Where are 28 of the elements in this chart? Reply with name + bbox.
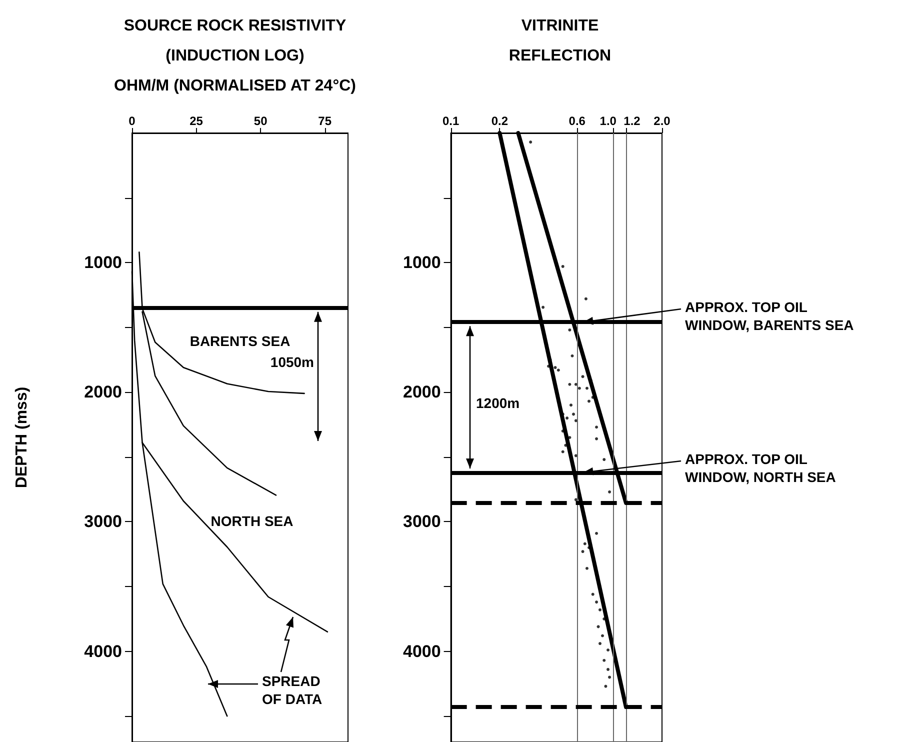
- text: APPROX. TOP OIL WINDOW, NORTH SEA: [685, 451, 836, 485]
- chart-title: SOURCE ROCK RESISTIVITY (INDUCTION LOG) OHM/M (NORMALISED AT 24°C): [114, 18, 356, 94]
- x-tick-label: 1.2: [624, 114, 641, 128]
- annotation: NORTH SEA: [210, 513, 294, 529]
- chart-title: VITRINITE REFLECTION: [508, 18, 612, 64]
- y-tick-label: 3000: [84, 512, 122, 532]
- x-tick-label: 75: [318, 114, 332, 128]
- annotation: 1200m: [476, 395, 520, 411]
- y-tick-label: 2000: [402, 382, 441, 402]
- y-tick-label: 4000: [84, 642, 122, 661]
- annotation: BARENTS SEA: [190, 333, 290, 349]
- annotation: 1050m: [270, 354, 314, 370]
- x-tick-label: 0: [128, 114, 136, 128]
- y-tick-label: 4000: [402, 642, 441, 661]
- y-tick-label: 2000: [84, 382, 122, 402]
- text: APPROX. TOP OIL WINDOW, BARENTS SEA: [685, 299, 854, 333]
- x-tick-label: 50: [254, 114, 268, 128]
- x-tick-label: 0.2: [491, 114, 508, 128]
- x-tick-label: 0.6: [568, 114, 586, 128]
- y-tick-label: 1000: [402, 253, 441, 272]
- y-tick-label: 1000: [84, 253, 122, 272]
- x-tick-label: 0.1: [442, 114, 460, 128]
- y-tick-label: 3000: [402, 512, 441, 532]
- x-tick-label: 1.0: [600, 114, 617, 128]
- x-tick-label: 25: [190, 114, 204, 128]
- y-axis-title: DEPTH (mss): [14, 386, 30, 488]
- annotation: SPREAD OF DATA: [262, 673, 322, 707]
- x-tick-label: 2.0: [654, 114, 671, 128]
